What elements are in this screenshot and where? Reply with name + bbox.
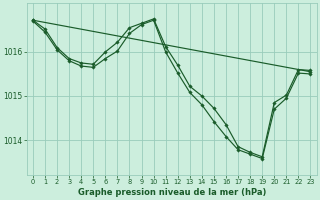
X-axis label: Graphe pression niveau de la mer (hPa): Graphe pression niveau de la mer (hPa) [77, 188, 266, 197]
